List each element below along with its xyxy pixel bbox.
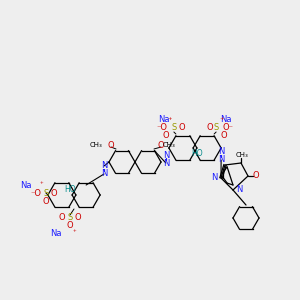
Text: HO: HO	[64, 184, 76, 194]
Text: O: O	[43, 196, 49, 206]
Text: N: N	[236, 185, 242, 194]
Text: N: N	[212, 173, 218, 182]
Text: CH₃: CH₃	[236, 152, 248, 158]
Text: ⁺: ⁺	[40, 182, 44, 188]
Text: ⁻O: ⁻O	[156, 124, 167, 133]
Text: S: S	[171, 124, 176, 133]
Text: O: O	[108, 140, 114, 149]
Text: HO: HO	[191, 148, 203, 158]
Text: Na: Na	[158, 116, 170, 124]
Text: O: O	[67, 220, 73, 230]
Text: O: O	[158, 140, 164, 149]
Text: ⁻O: ⁻O	[30, 188, 41, 197]
Text: O: O	[59, 212, 65, 221]
Text: S: S	[43, 188, 49, 197]
Text: O⁻: O⁻	[223, 124, 234, 133]
Text: N: N	[163, 151, 169, 160]
Text: ⁺: ⁺	[72, 230, 76, 236]
Text: Na: Na	[50, 229, 62, 238]
Text: O: O	[178, 124, 185, 133]
Text: O: O	[51, 188, 57, 197]
Text: CH₃: CH₃	[89, 142, 102, 148]
Text: Na: Na	[20, 181, 32, 190]
Text: Na: Na	[220, 116, 232, 124]
Text: N: N	[101, 161, 107, 170]
Text: N: N	[218, 155, 224, 164]
Text: O: O	[207, 124, 213, 133]
Text: ⁺: ⁺	[220, 116, 224, 124]
Text: N: N	[163, 158, 169, 167]
Text: O: O	[253, 172, 259, 181]
Text: O: O	[163, 131, 169, 140]
Text: S: S	[68, 212, 73, 221]
Text: N: N	[218, 148, 224, 157]
Text: CH₃: CH₃	[163, 142, 176, 148]
Text: N: N	[101, 169, 107, 178]
Text: S: S	[214, 124, 219, 133]
Text: ⁺: ⁺	[168, 116, 172, 124]
Text: O: O	[221, 131, 227, 140]
Text: O: O	[75, 212, 81, 221]
